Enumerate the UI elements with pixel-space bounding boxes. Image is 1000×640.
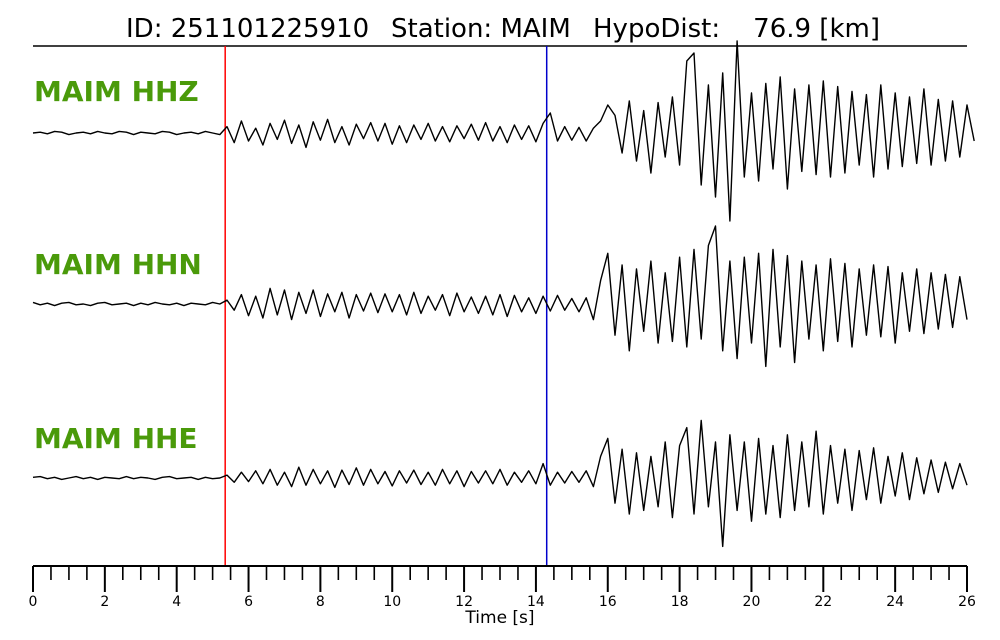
trace-maim-hhe: [32, 419, 968, 548]
x-tick-label: 14: [527, 594, 545, 610]
pick-markers: [224, 46, 548, 566]
time-axis: 0 2 4 6 8 10 12 14 16 18 20 22 24 26: [29, 565, 976, 610]
trace-label-maim-hhz: MAIM HHZ: [34, 75, 199, 108]
x-tick-label: 4: [172, 594, 181, 610]
title-hypodist: HypoDist: 76.9 [km]: [593, 14, 880, 44]
x-tick-label: 26: [958, 594, 976, 610]
x-tick-label: 18: [671, 594, 689, 610]
traces: [32, 40, 975, 548]
x-tick-label: 8: [316, 594, 325, 610]
x-tick-label: 24: [886, 594, 904, 610]
x-tick-label: 2: [100, 594, 109, 610]
x-tick-label: 12: [455, 594, 473, 610]
title-station: Station: MAIM: [391, 14, 571, 44]
trace-label-maim-hhn: MAIM HHN: [34, 248, 202, 281]
x-tick-label: 6: [244, 594, 253, 610]
x-tick-label: 0: [29, 594, 38, 610]
trace-labels: MAIM HHZ MAIM HHN MAIM HHE: [34, 75, 202, 455]
title-id: ID: 251101225910: [126, 14, 369, 44]
x-tick-label: 20: [743, 594, 761, 610]
x-tick-label: 22: [814, 594, 832, 610]
x-tick-label: 10: [383, 594, 401, 610]
trace-maim-hhn: [32, 225, 968, 368]
trace-label-maim-hhe: MAIM HHE: [34, 422, 198, 455]
x-tick-label: 16: [599, 594, 617, 610]
x-axis-label: Time [s]: [464, 608, 534, 628]
trace-maim-hhz: [32, 40, 975, 222]
